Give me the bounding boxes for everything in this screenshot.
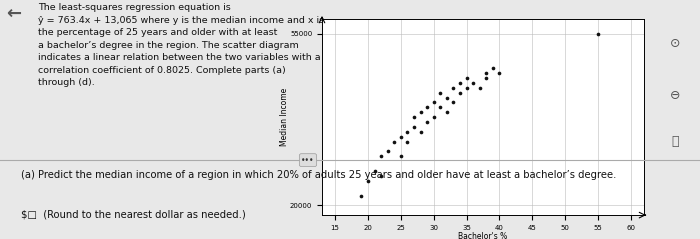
Point — [395, 154, 407, 158]
Point — [448, 100, 459, 104]
Text: (a) Predict the median income of a region in which 20% of adults 25 years and ol: (a) Predict the median income of a regio… — [21, 170, 617, 179]
Point — [395, 135, 407, 139]
Point — [415, 110, 426, 114]
Text: $□  (Round to the nearest dollar as needed.): $□ (Round to the nearest dollar as neede… — [21, 209, 246, 219]
Point — [402, 140, 413, 143]
Point — [428, 100, 440, 104]
Text: ←: ← — [6, 5, 21, 23]
Point — [382, 150, 393, 153]
Point — [363, 179, 374, 183]
Point — [454, 91, 466, 94]
Point — [468, 81, 479, 85]
Point — [592, 32, 603, 36]
Point — [435, 105, 446, 109]
Text: ⧉: ⧉ — [672, 135, 679, 147]
X-axis label: Bachelor's %: Bachelor's % — [458, 232, 507, 239]
Point — [454, 81, 466, 85]
Point — [494, 71, 505, 75]
Point — [421, 105, 433, 109]
Point — [375, 174, 386, 178]
Point — [408, 115, 419, 119]
Point — [441, 96, 452, 99]
Point — [441, 110, 452, 114]
Point — [375, 154, 386, 158]
Y-axis label: Median Income: Median Income — [279, 88, 288, 146]
Point — [461, 86, 472, 90]
Point — [474, 86, 485, 90]
Text: ⊙: ⊙ — [671, 37, 680, 49]
Point — [408, 125, 419, 129]
Point — [421, 120, 433, 124]
Point — [481, 71, 492, 75]
Point — [435, 91, 446, 94]
Point — [428, 115, 440, 119]
Text: ⊖: ⊖ — [671, 89, 680, 102]
Point — [481, 76, 492, 80]
Point — [461, 76, 472, 80]
Text: The least-squares regression equation is
ŷ = 763.4x + 13,065 where y is the medi: The least-squares regression equation is… — [38, 3, 324, 87]
Point — [487, 66, 498, 70]
Point — [356, 194, 367, 197]
Text: •••: ••• — [301, 156, 315, 165]
Point — [402, 130, 413, 134]
Point — [389, 140, 400, 143]
Point — [448, 86, 459, 90]
Point — [415, 130, 426, 134]
Point — [369, 169, 380, 173]
